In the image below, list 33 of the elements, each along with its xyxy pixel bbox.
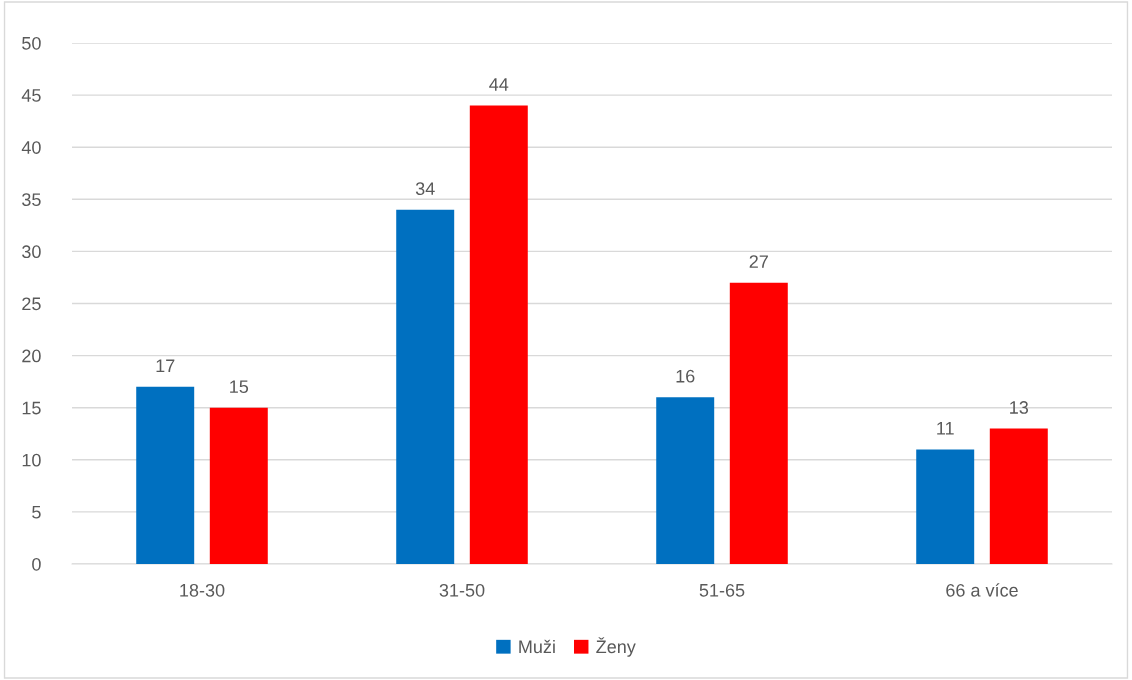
bar [469, 105, 528, 564]
x-tick-label: 51-65 [699, 583, 745, 597]
x-tick-label: 66 a více [946, 583, 1018, 597]
bar [136, 386, 195, 564]
y-tick-label: 0 [32, 557, 41, 571]
data-label: 15 [230, 380, 249, 394]
y-tick-label: 25 [22, 297, 41, 311]
x-tick-label: 18-30 [180, 583, 225, 597]
y-tick-label: 30 [22, 245, 41, 259]
y-tick-label: 35 [22, 193, 41, 207]
legend-label: Muži [519, 639, 555, 654]
y-tick-label: 10 [22, 453, 41, 467]
y-tick-label: 5 [32, 506, 41, 519]
y-tick-label: 45 [21, 89, 41, 102]
y-tick-label: 50 [22, 36, 41, 50]
bar [989, 428, 1048, 564]
y-tick-label: 40 [21, 141, 41, 154]
data-label: 13 [1010, 401, 1029, 414]
x-tick-label: 31-50 [439, 583, 485, 597]
data-label: 16 [676, 369, 695, 383]
legend-label: Ženy [596, 637, 636, 657]
bar [916, 449, 975, 564]
bar [209, 407, 268, 564]
bar [729, 282, 788, 564]
y-tick-label: 15 [22, 401, 41, 415]
data-label: 44 [489, 78, 509, 91]
data-label: 17 [156, 359, 175, 372]
bar [656, 397, 715, 564]
data-label: 27 [749, 255, 768, 268]
bar [396, 209, 455, 564]
data-label: 11 [937, 422, 954, 435]
data-label: 34 [415, 182, 435, 196]
y-tick-label: 20 [22, 349, 41, 363]
